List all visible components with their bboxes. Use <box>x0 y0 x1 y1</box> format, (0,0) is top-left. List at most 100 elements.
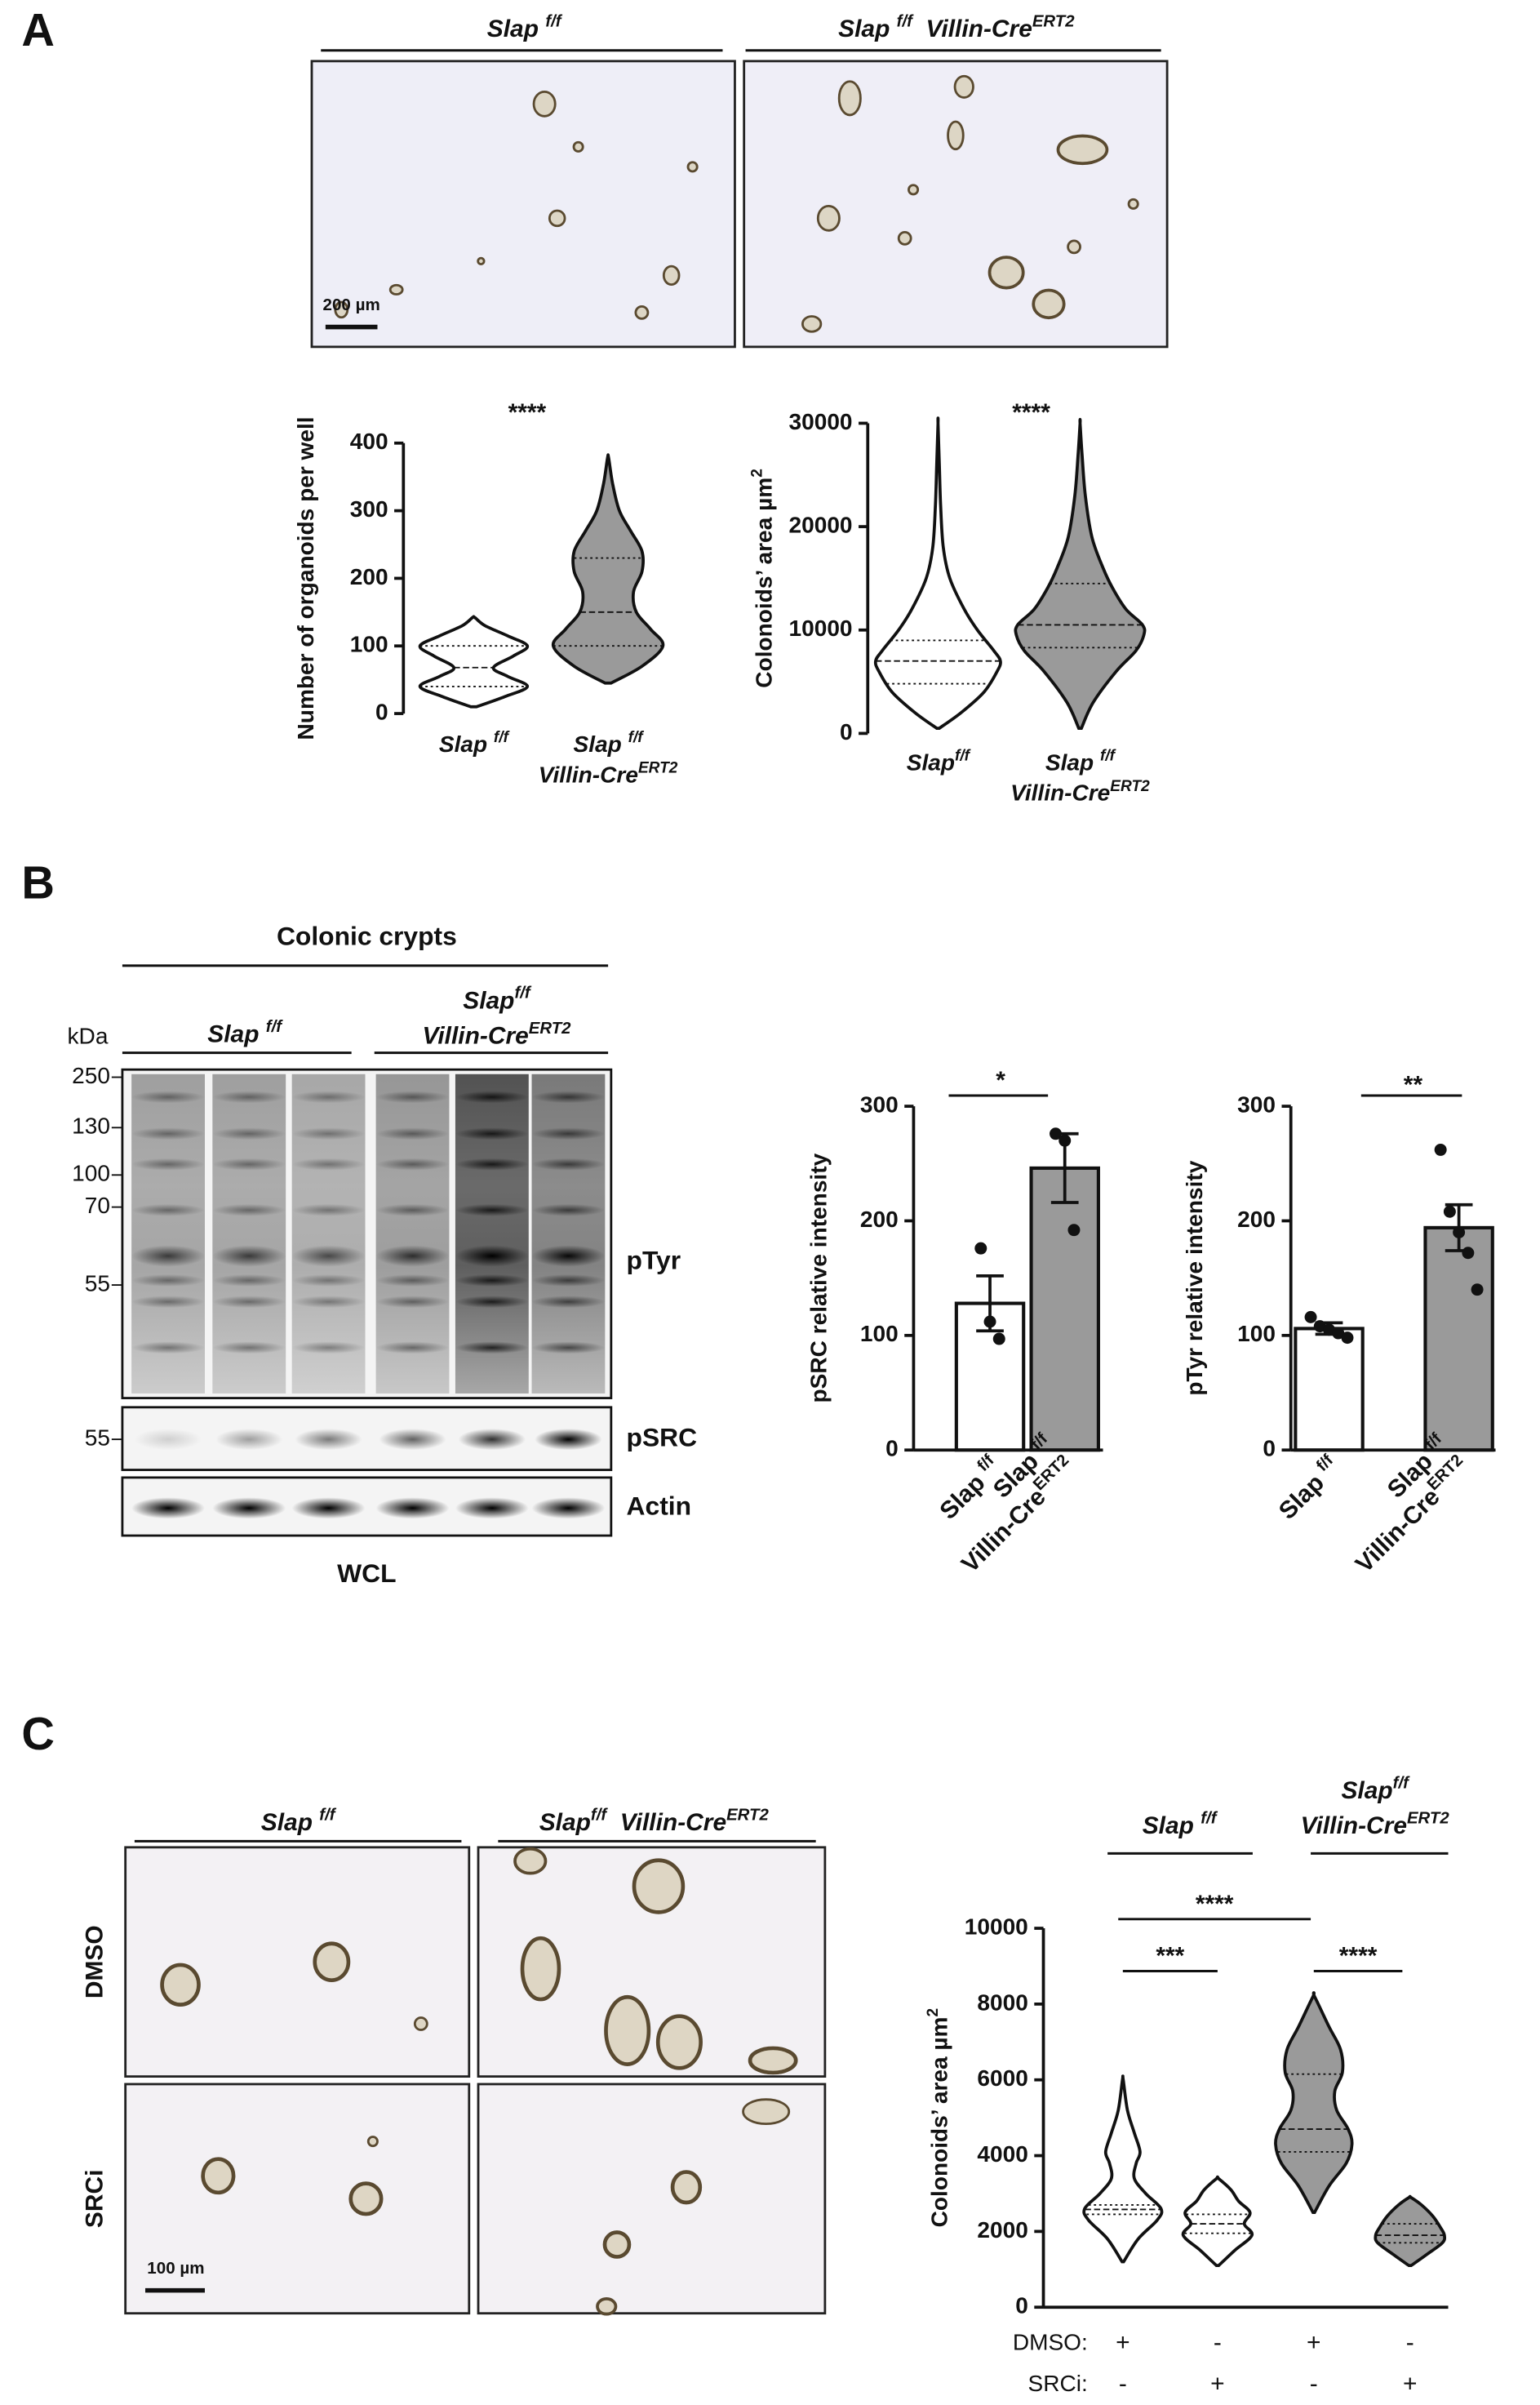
y-tick-label: 100 <box>860 1321 899 1346</box>
image-header: Slap f/f <box>261 1807 337 1837</box>
y-tick-label: 0 <box>1015 2293 1028 2318</box>
blot-band <box>531 1158 606 1171</box>
y-tick-label: 200 <box>860 1207 899 1232</box>
superscript: ERT2 <box>726 1807 769 1825</box>
text-run: Slap <box>1341 1777 1392 1804</box>
organoid <box>348 2181 384 2216</box>
x-tick-label: Slapf/f <box>907 748 971 776</box>
y-tick-label: 2000 <box>977 2217 1027 2243</box>
y-axis-label: Number of organoids per well <box>293 416 318 740</box>
violin <box>1374 2194 1447 2268</box>
blot-band <box>531 1127 606 1140</box>
blot-band <box>131 1203 205 1216</box>
organoid <box>602 2230 632 2259</box>
blot-band <box>291 1245 366 1267</box>
image-header: Slapf/f Villin-CreERT2 <box>539 1807 770 1837</box>
blot-band <box>291 1127 366 1140</box>
violin <box>1014 417 1147 730</box>
text-run: Slap <box>487 16 546 42</box>
y-axis-label: Colonoids’ area µm2 <box>749 469 777 688</box>
y-tick-label: 400 <box>350 429 388 454</box>
condition-sign: - <box>1214 2329 1222 2356</box>
violin <box>1274 1991 1354 2215</box>
organoid <box>572 140 584 153</box>
blot-band <box>455 1497 529 1519</box>
blot-lane <box>212 1074 286 1394</box>
group-label: Slapf/f <box>1341 1774 1410 1804</box>
organoid <box>837 80 862 117</box>
blot-band <box>455 1127 529 1140</box>
blot-band <box>291 1158 366 1171</box>
y-tick-label: 300 <box>860 1092 899 1118</box>
data-point <box>1453 1226 1466 1238</box>
micrograph <box>310 60 736 349</box>
y-tick-label: 200 <box>350 564 388 589</box>
organoid <box>201 2157 236 2195</box>
mw-marker: 70 <box>85 1193 110 1218</box>
y-tick-label: 0 <box>885 1436 899 1461</box>
superscript: f/f <box>591 1807 608 1825</box>
lane-header: Slapf/f <box>463 985 532 1015</box>
blot-band <box>215 1429 283 1451</box>
y-tick-label: 10000 <box>965 1914 1028 1939</box>
blot-band <box>131 1127 205 1140</box>
blot-band <box>291 1341 366 1354</box>
x-tick-label: Slap f/f <box>439 729 510 757</box>
organoid <box>604 1994 651 2066</box>
panel-label: B <box>21 856 55 908</box>
significance-label: ** <box>1404 1072 1423 1099</box>
violin <box>1082 2074 1164 2264</box>
blot-band <box>134 1429 202 1451</box>
x-tick-label: Villin-CreERT2 <box>539 760 678 788</box>
panel-label: C <box>21 1708 55 1759</box>
data-point <box>1058 1134 1072 1147</box>
text-run: Villin-Cre <box>422 1022 528 1049</box>
blot-band <box>375 1296 450 1309</box>
significance-label: **** <box>1196 1891 1234 1918</box>
blot-band <box>379 1429 446 1451</box>
y-tick-label: 0 <box>375 699 388 724</box>
mw-marker: 130 <box>72 1114 110 1139</box>
blot-band <box>212 1497 286 1519</box>
organoid <box>334 300 349 319</box>
blot-band <box>375 1158 450 1171</box>
blot-band <box>375 1091 450 1104</box>
superscript: ERT2 <box>638 760 678 777</box>
condition-label: DMSO: <box>1013 2330 1088 2355</box>
organoid <box>1032 288 1066 320</box>
condition-sign: + <box>1307 2329 1320 2356</box>
condition-sign: + <box>1116 2329 1129 2356</box>
y-tick-label: 10000 <box>789 616 853 641</box>
blot-band <box>131 1274 205 1287</box>
organoid <box>662 265 681 287</box>
blot-band <box>531 1203 606 1216</box>
violin <box>873 416 1002 730</box>
blot-band <box>375 1274 450 1287</box>
text-run: Slap <box>1045 749 1100 775</box>
data-point <box>1341 1331 1354 1345</box>
mw-marker: 250 <box>72 1063 110 1088</box>
text-run: Slap <box>574 731 628 757</box>
blot-band <box>535 1429 602 1451</box>
significance-label: *** <box>1156 1943 1184 1970</box>
bar <box>1423 1225 1494 1452</box>
organoid <box>897 230 912 246</box>
organoid <box>388 283 404 296</box>
data-point <box>1471 1283 1484 1296</box>
y-tick-label: 0 <box>1263 1436 1276 1461</box>
data-point <box>974 1242 987 1255</box>
blot-band <box>212 1158 286 1171</box>
organoid <box>596 2297 618 2316</box>
panel-label: A <box>21 4 55 56</box>
data-point <box>1462 1247 1475 1260</box>
y-axis-label: Colonoids’ area µm2 <box>925 2008 952 2228</box>
blot-band <box>131 1245 205 1267</box>
micrograph <box>743 60 1169 349</box>
organoid <box>1056 134 1109 166</box>
text-run: Slap <box>838 16 897 42</box>
y-axis-label: pSRC relative intensity <box>806 1153 832 1403</box>
lane-header: Villin-CreERT2 <box>422 1020 571 1050</box>
scale-bar-label: 200 µm <box>323 296 380 314</box>
organoid <box>816 204 841 232</box>
